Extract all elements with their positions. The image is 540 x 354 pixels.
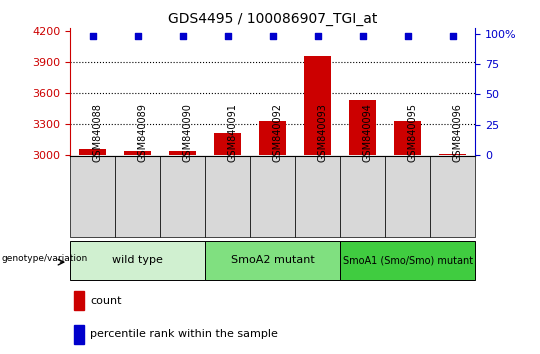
- Bar: [439, 154, 466, 155]
- Bar: [205, 241, 340, 280]
- Bar: [394, 121, 421, 155]
- Bar: [349, 100, 376, 155]
- Bar: [79, 149, 106, 155]
- Bar: [70, 156, 115, 237]
- Bar: [169, 151, 196, 155]
- Point: [224, 33, 232, 38]
- Bar: [250, 156, 295, 237]
- Bar: [259, 121, 286, 155]
- Bar: [205, 156, 250, 237]
- Point: [359, 33, 367, 38]
- Text: genotype/variation: genotype/variation: [2, 254, 87, 263]
- Text: percentile rank within the sample: percentile rank within the sample: [91, 329, 278, 339]
- Bar: [115, 156, 160, 237]
- Text: SmoA2 mutant: SmoA2 mutant: [231, 255, 315, 265]
- Bar: [340, 156, 385, 237]
- Text: count: count: [91, 296, 122, 306]
- Text: GSM840088: GSM840088: [93, 103, 103, 162]
- Bar: [70, 241, 205, 280]
- Text: GSM840089: GSM840089: [138, 103, 148, 162]
- Bar: [430, 156, 475, 237]
- Text: GSM840095: GSM840095: [408, 103, 418, 162]
- Text: wild type: wild type: [112, 255, 163, 265]
- Bar: [295, 156, 340, 237]
- Point: [133, 33, 142, 38]
- Text: GSM840093: GSM840093: [318, 103, 328, 162]
- Bar: [385, 156, 430, 237]
- Text: GSM840094: GSM840094: [363, 103, 373, 162]
- Title: GDS4495 / 100086907_TGI_at: GDS4495 / 100086907_TGI_at: [168, 12, 377, 26]
- Text: GSM840092: GSM840092: [273, 103, 283, 162]
- Point: [313, 33, 322, 38]
- Point: [448, 33, 457, 38]
- Bar: [214, 133, 241, 155]
- Point: [403, 33, 412, 38]
- Text: GSM840096: GSM840096: [453, 103, 463, 162]
- Point: [268, 33, 277, 38]
- Bar: [75, 325, 84, 344]
- Bar: [160, 156, 205, 237]
- Text: GSM840090: GSM840090: [183, 103, 193, 162]
- Bar: [124, 150, 151, 155]
- Point: [178, 33, 187, 38]
- Text: GSM840091: GSM840091: [228, 103, 238, 162]
- Point: [89, 33, 97, 38]
- Text: SmoA1 (Smo/Smo) mutant: SmoA1 (Smo/Smo) mutant: [343, 255, 472, 265]
- Bar: [75, 291, 84, 310]
- Bar: [340, 241, 475, 280]
- Bar: [304, 56, 331, 155]
